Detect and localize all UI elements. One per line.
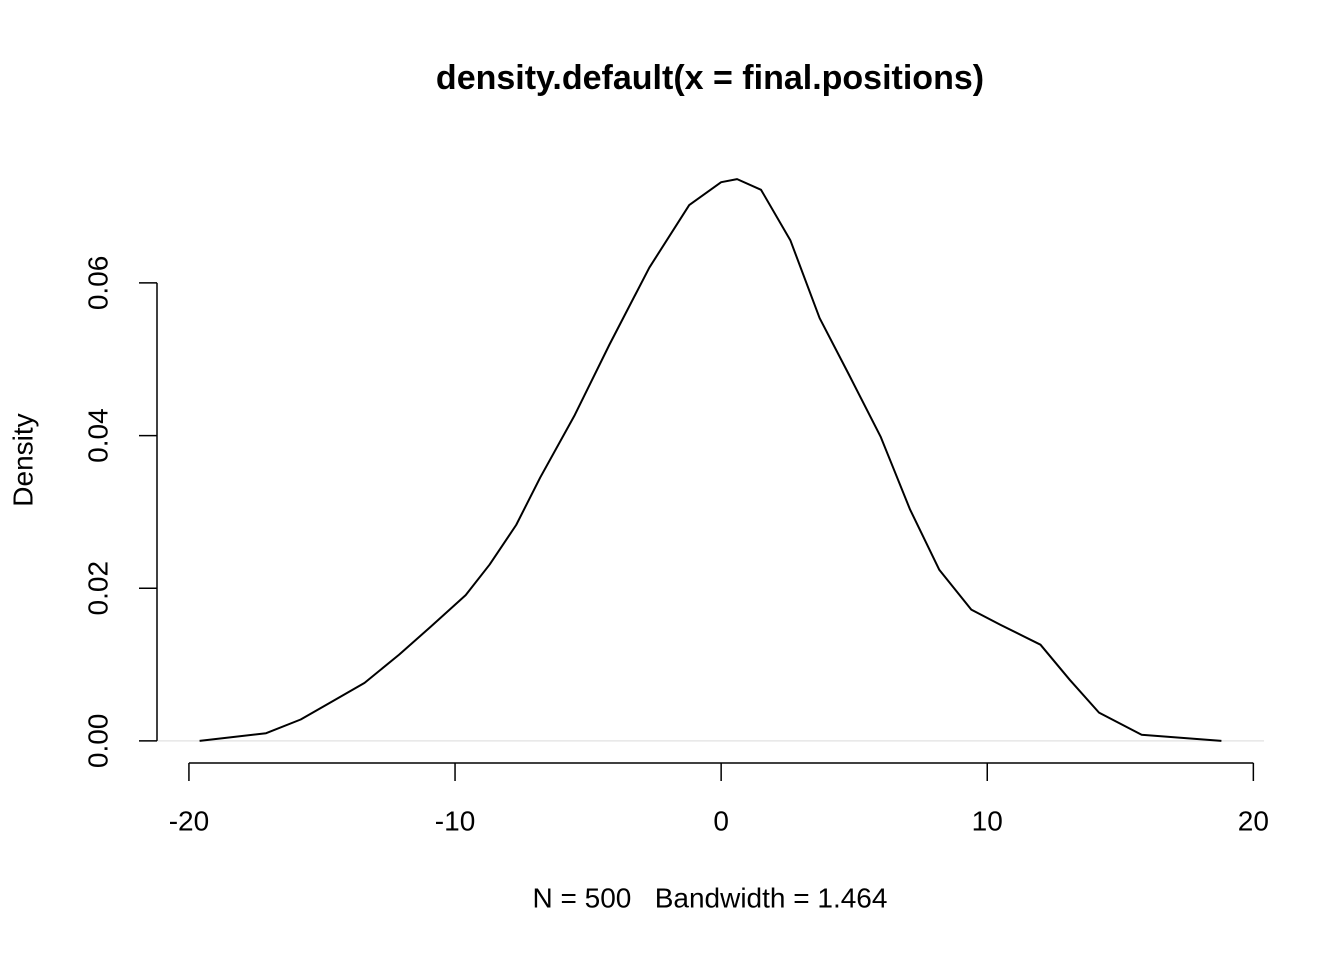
y-tick-label: 0.06 [82, 256, 113, 311]
x-tick-label: 10 [972, 805, 1003, 836]
x-tick-label: -10 [435, 805, 475, 836]
y-tick-label: 0.00 [82, 714, 113, 769]
x-axis-label: N = 500 Bandwidth = 1.464 [533, 882, 888, 913]
x-tick-label: 0 [713, 805, 729, 836]
x-tick-label: -20 [169, 805, 209, 836]
y-axis-label: Density [7, 413, 38, 506]
x-tick-label: 20 [1238, 805, 1269, 836]
y-tick-label: 0.04 [82, 408, 113, 463]
y-tick-label: 0.02 [82, 561, 113, 616]
density-line [199, 178, 1222, 742]
chart-title: density.default(x = final.positions) [436, 59, 984, 97]
